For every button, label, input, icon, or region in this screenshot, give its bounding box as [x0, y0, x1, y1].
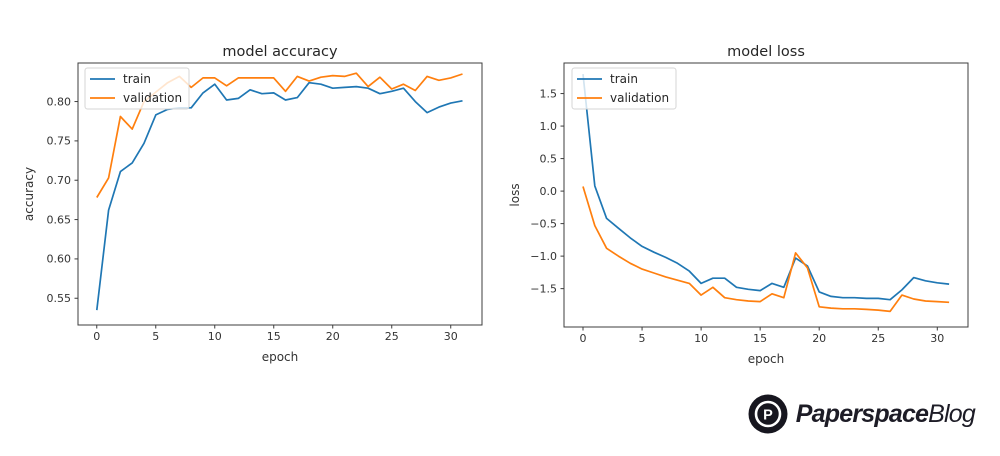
logo-letter: P	[763, 407, 773, 423]
chart-title: model loss	[727, 44, 805, 60]
accuracy-chart: model accuracy 0 5 10 15 20 25 30 0.55 0.60 0.65 0.…	[22, 44, 483, 364]
logo-circle	[748, 394, 788, 434]
y-tick-label: 0.55	[47, 292, 72, 305]
x-tick-label: 15	[267, 330, 281, 343]
axes-frame	[77, 62, 483, 326]
legend-label-train: train	[610, 72, 638, 86]
y-tick-label: 0.0	[540, 185, 558, 198]
loss-chart: model loss 0 5 10 15 20 25 30 1.5 1.0 0.5 0.0 −0.5 −1…	[508, 44, 969, 366]
train-line	[95, 81, 463, 311]
x-axis-label: epoch	[262, 350, 299, 364]
x-tick-label: 0	[580, 332, 587, 345]
paperspace-logo-icon: P	[748, 394, 788, 434]
y-tick-label: 0.65	[47, 213, 72, 226]
y-tick-label: −1.5	[530, 282, 557, 295]
y-axis-label: loss	[508, 183, 522, 206]
y-tick-label: 0.60	[47, 253, 72, 266]
logo-ring	[754, 400, 782, 428]
x-tick-label: 20	[326, 330, 340, 343]
y-tick-label: −0.5	[530, 217, 557, 230]
legend-label-validation: validation	[610, 91, 669, 105]
logo-brand-name: Paperspace	[795, 400, 929, 428]
y-tick-label: 0.75	[47, 135, 72, 148]
y-tick-label: −1.0	[530, 250, 557, 263]
x-tick-label: 5	[639, 332, 646, 345]
x-tick-label: 0	[93, 330, 100, 343]
x-tick-label: 10	[694, 332, 708, 345]
y-axis-label: accuracy	[22, 167, 36, 221]
x-axis-label: epoch	[748, 352, 785, 366]
paperspace-logo: P PaperspaceBlog	[748, 394, 976, 434]
logo-text: PaperspaceBlog	[795, 394, 976, 434]
y-tick-label: 1.0	[540, 120, 558, 133]
x-tick-label: 30	[930, 332, 944, 345]
x-tick-label: 30	[444, 330, 458, 343]
x-tick-label: 15	[753, 332, 767, 345]
x-tick-label: 5	[152, 330, 159, 343]
legend-label-train: train	[123, 72, 151, 86]
y-tick-label: 0.70	[47, 174, 72, 187]
axes-frame	[563, 62, 969, 328]
y-tick-label: 0.80	[47, 95, 72, 108]
x-tick-label: 25	[385, 330, 399, 343]
x-tick-label: 20	[812, 332, 826, 345]
y-tick-label: 1.5	[540, 87, 558, 100]
x-tick-label: 10	[208, 330, 222, 343]
y-tick-label: 0.5	[540, 152, 558, 165]
legend-label-validation: validation	[123, 91, 182, 105]
train-line	[582, 74, 950, 301]
validation-line	[582, 186, 950, 313]
x-tick-label: 25	[871, 332, 885, 345]
logo-brand-suffix: Blog	[928, 400, 976, 428]
chart-title: model accuracy	[222, 44, 338, 60]
